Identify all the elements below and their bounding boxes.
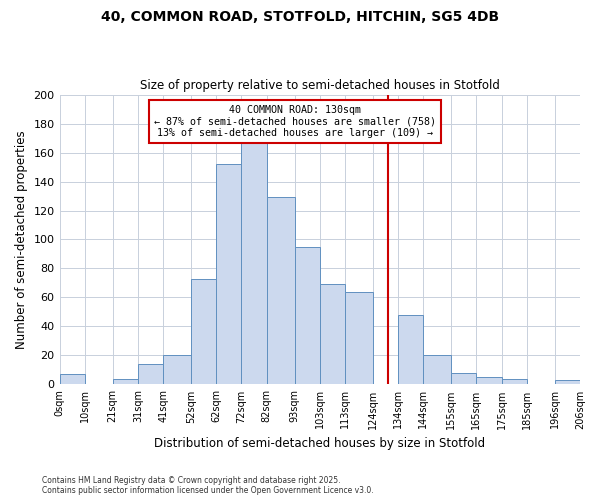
Bar [267,198,295,384]
Text: Contains HM Land Registry data © Crown copyright and database right 2025.
Contai: Contains HM Land Registry data © Crown c… [42,476,374,495]
Bar [424,356,451,384]
Bar [295,246,320,384]
Bar [191,278,216,384]
Bar [241,142,267,384]
Bar [113,378,138,384]
Bar [59,374,85,384]
Title: Size of property relative to semi-detached houses in Stotfold: Size of property relative to semi-detach… [140,79,500,92]
Bar [555,380,580,384]
Y-axis label: Number of semi-detached properties: Number of semi-detached properties [15,130,28,349]
Bar [216,164,241,384]
Bar [345,292,373,384]
Bar [163,356,191,384]
Text: 40 COMMON ROAD: 130sqm
← 87% of semi-detached houses are smaller (758)
13% of se: 40 COMMON ROAD: 130sqm ← 87% of semi-det… [154,104,436,138]
Bar [451,373,476,384]
Bar [138,364,163,384]
Bar [502,378,527,384]
Bar [476,377,502,384]
X-axis label: Distribution of semi-detached houses by size in Stotfold: Distribution of semi-detached houses by … [154,437,485,450]
Bar [398,315,424,384]
Bar [320,284,345,384]
Text: 40, COMMON ROAD, STOTFOLD, HITCHIN, SG5 4DB: 40, COMMON ROAD, STOTFOLD, HITCHIN, SG5 … [101,10,499,24]
